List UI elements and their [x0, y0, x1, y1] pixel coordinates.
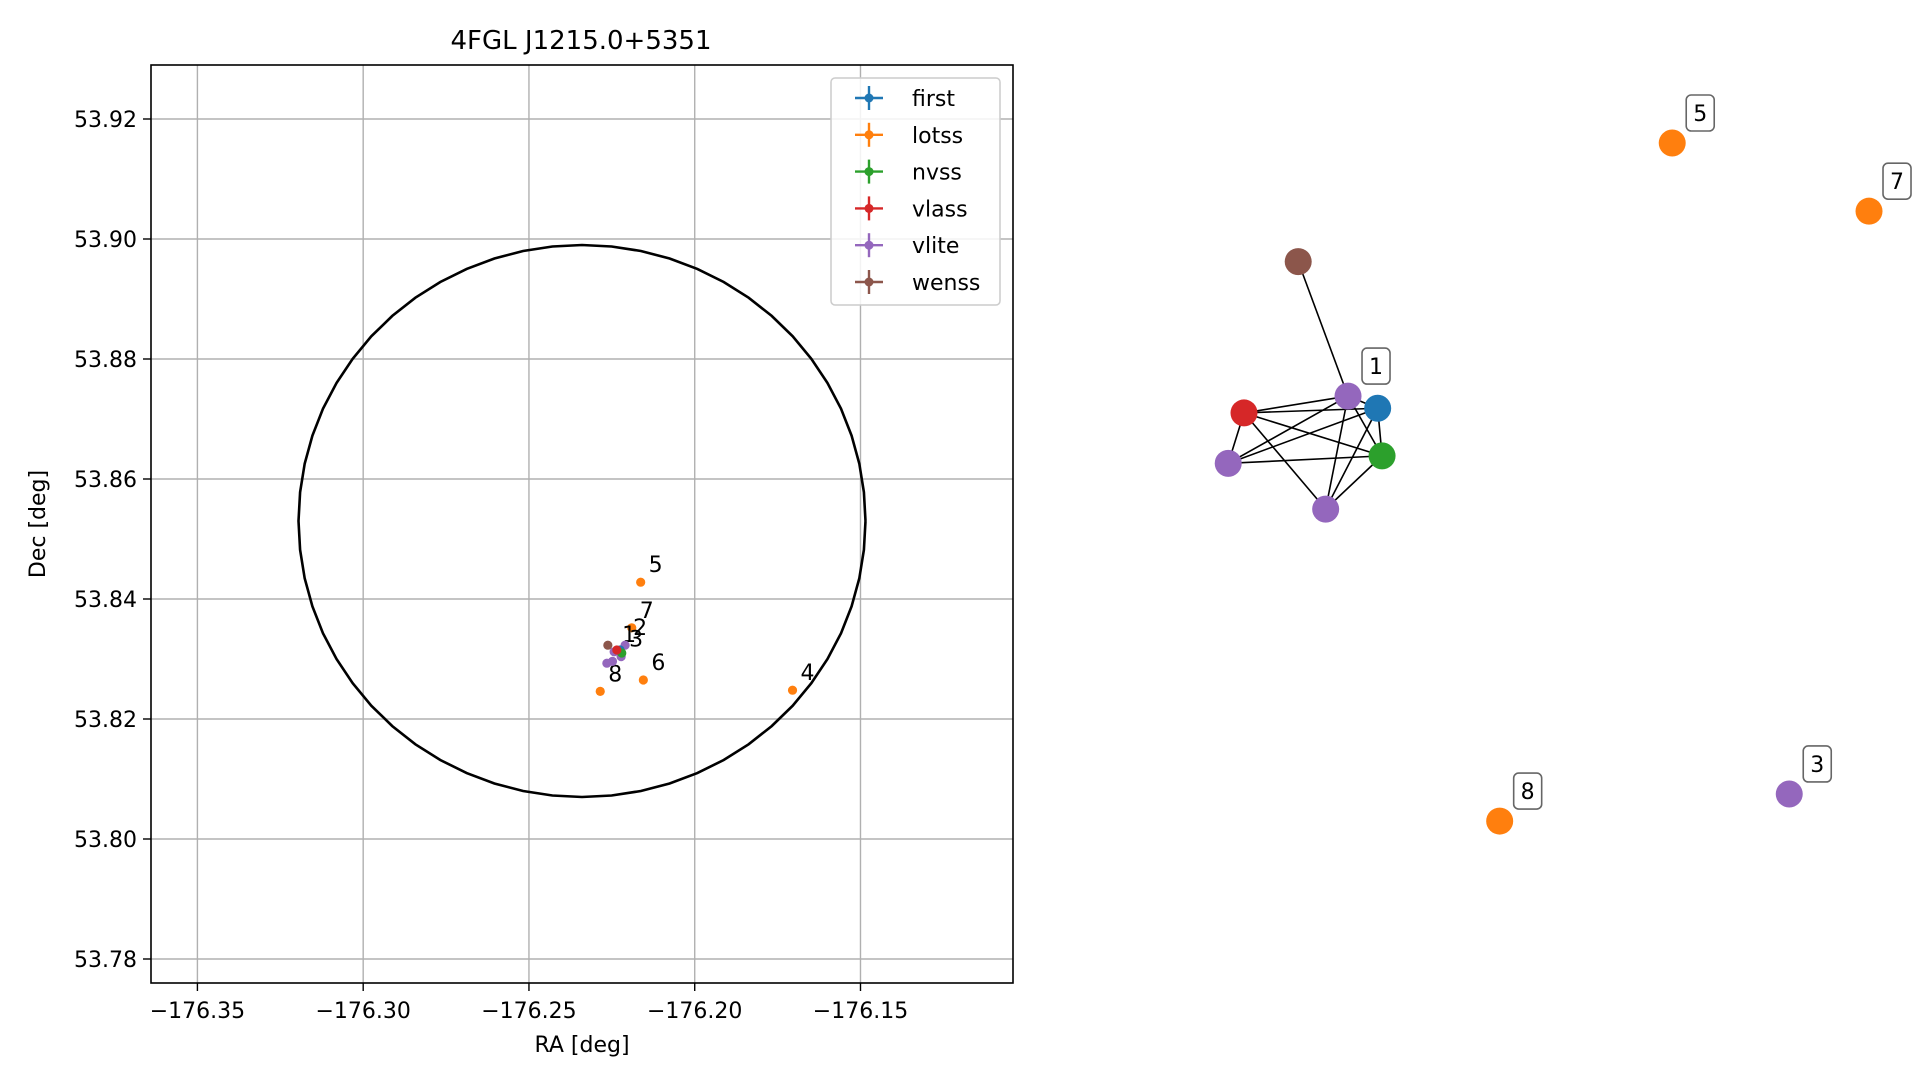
legend-marker-dot	[864, 93, 874, 103]
error-circle-layer	[297, 243, 867, 799]
point-label: 4	[801, 661, 815, 686]
graph-node-lotss	[1486, 807, 1514, 835]
node-label-box	[1882, 162, 1912, 200]
x-ticks: −176.35 −176.30 −176.25 −176.20 −176.15	[150, 983, 908, 1024]
graph-edge	[1227, 395, 1349, 465]
axes-frame	[150, 64, 1014, 984]
network-graph: 12345678	[1214, 94, 1912, 835]
x-tick-label: −176.25	[481, 999, 576, 1024]
graph-node-vlite	[1775, 780, 1803, 808]
x-tick-label: −176.35	[150, 999, 245, 1024]
data-point-lotss	[595, 686, 605, 697]
graph-node-vlass	[1230, 399, 1258, 427]
x-axis-label: RA [deg]	[534, 1033, 629, 1058]
plot-title: 4FGL J1215.0+5351	[451, 26, 712, 56]
graph-node-lotss	[1855, 197, 1883, 225]
data-point-vlite	[602, 658, 612, 668]
graph-node-nvss	[1368, 442, 1396, 470]
graph-edge	[1324, 407, 1379, 510]
edges-layer	[1227, 261, 1383, 510]
node-labels-layer: 12345678	[1361, 94, 1912, 810]
node-label: 7	[1890, 170, 1904, 195]
point-label: 8	[608, 662, 622, 687]
data-point-vlass	[612, 645, 622, 655]
legend: first lotss nvss vlass vlite wenss	[830, 77, 1001, 306]
legend-label-first: first	[912, 87, 955, 112]
data-point-lotss	[636, 577, 646, 587]
node-label: 1	[1369, 355, 1383, 380]
y-tick-label: 53.82	[74, 708, 137, 733]
graph-edge	[1228, 455, 1383, 465]
graph-node-vlite	[1334, 382, 1362, 410]
legend-label-vlass: vlass	[912, 197, 968, 222]
point-label: 6	[651, 651, 665, 676]
legend-marker-dot	[864, 240, 874, 250]
graph-node-lotss	[1658, 129, 1686, 157]
error-circle	[297, 243, 867, 799]
node-label-box	[1685, 94, 1716, 132]
legend-marker-dot	[864, 167, 874, 177]
graph-node-vlite	[1214, 449, 1242, 477]
graph-edge	[1324, 395, 1349, 510]
graph-edge	[1243, 395, 1349, 414]
legend-label-nvss: nvss	[912, 161, 962, 186]
node-label: 3	[1810, 753, 1824, 778]
data-point-lotss	[638, 675, 648, 685]
y-tick-label: 53.92	[74, 108, 137, 133]
x-tick-label: −176.15	[813, 999, 908, 1024]
legend-marker-dot	[864, 277, 874, 287]
graph-node-wenss	[1284, 248, 1312, 276]
x-tick-label: −176.30	[315, 999, 410, 1024]
node-label-box	[1512, 772, 1543, 810]
legend-label-vlite: vlite	[912, 234, 959, 259]
legend-marker-dot	[864, 203, 874, 213]
y-ticks: 53.78 53.80 53.82 53.84 53.86 53.88 53.90 53.92	[74, 108, 151, 973]
graph-edge	[1243, 412, 1383, 457]
nodes-layer	[1214, 129, 1883, 835]
point-label: 3	[629, 628, 643, 653]
y-tick-label: 53.90	[74, 228, 137, 253]
graph-node-vlite	[1312, 495, 1340, 523]
node-label: 8	[1521, 780, 1535, 805]
node-label: 5	[1693, 102, 1707, 127]
graph-edge	[1227, 407, 1378, 465]
node-label-box	[1802, 745, 1833, 783]
graph-edge	[1297, 261, 1349, 397]
point-label: 5	[649, 553, 663, 578]
point-label: 2	[633, 616, 647, 641]
legend-marker-dot	[864, 130, 874, 140]
graph-node-first	[1364, 394, 1392, 422]
y-tick-label: 53.86	[74, 468, 137, 493]
point-label: 7	[640, 599, 654, 624]
legend-label-wenss: wenss	[912, 271, 980, 296]
node-label-box	[1361, 347, 1391, 385]
y-tick-label: 53.78	[74, 948, 137, 973]
x-tick-label: −176.20	[647, 999, 742, 1024]
data-point-lotss	[787, 685, 798, 695]
y-axis-label: Dec [deg]	[26, 470, 51, 578]
y-tick-label: 53.80	[74, 828, 137, 853]
y-tick-label: 53.88	[74, 348, 137, 373]
data-point-lotss	[627, 623, 637, 633]
y-tick-label: 53.84	[74, 588, 137, 613]
data-point-wenss	[603, 640, 613, 650]
legend-label-lotss: lotss	[912, 124, 963, 149]
